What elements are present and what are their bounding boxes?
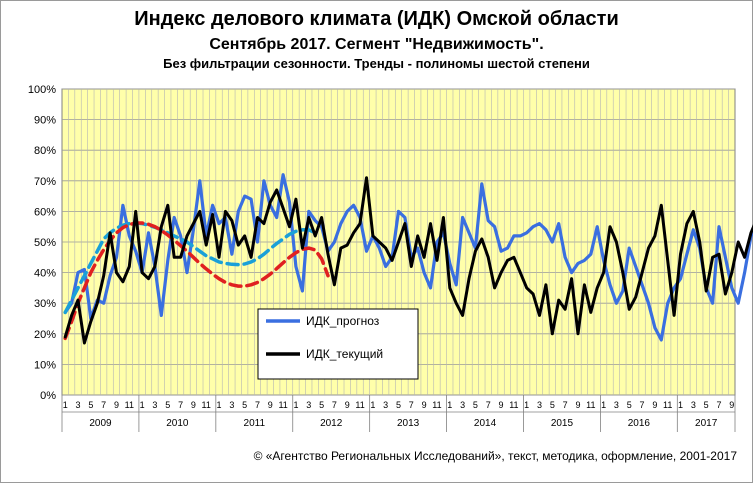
x-month-label: 1 <box>447 400 452 410</box>
x-month-label: 1 <box>140 400 145 410</box>
x-month-label: 11 <box>125 400 134 410</box>
x-month-label: 3 <box>152 400 157 410</box>
x-month-label: 5 <box>165 400 170 410</box>
x-month-label: 3 <box>460 400 465 410</box>
x-month-label: 11 <box>432 400 441 410</box>
legend-label-forecast: ИДК_прогноз <box>306 314 380 328</box>
x-month-label: 9 <box>575 400 580 410</box>
x-month-label: 1 <box>293 400 298 410</box>
x-month-label: 5 <box>627 400 632 410</box>
x-month-label: 1 <box>524 400 529 410</box>
x-month-label: 7 <box>332 400 337 410</box>
x-month-label: 1 <box>678 400 683 410</box>
x-year-label: 2016 <box>628 418 651 429</box>
series-current-line <box>63 176 753 345</box>
x-month-label: 7 <box>716 400 721 410</box>
x-month-label: 9 <box>499 400 504 410</box>
series-forecast-line <box>63 173 753 342</box>
x-month-label: 1 <box>601 400 606 410</box>
y-tick-label: 30% <box>34 298 56 310</box>
trend-forecast-line <box>63 221 317 315</box>
x-month-label: 5 <box>396 400 401 410</box>
x-month-label: 9 <box>729 400 734 410</box>
x-month-label: 5 <box>704 400 709 410</box>
x-month-label: 5 <box>88 400 93 410</box>
x-year-label: 2015 <box>551 418 574 429</box>
x-year-label: 2009 <box>89 418 112 429</box>
y-tick-label: 90% <box>34 115 56 127</box>
x-year-label: 2013 <box>397 418 420 429</box>
y-tick-label: 80% <box>34 145 56 157</box>
x-month-label: 1 <box>370 400 375 410</box>
y-tick-label: 70% <box>34 176 56 188</box>
x-month-label: 7 <box>178 400 183 410</box>
legend: ИДК_прогноз ИДК_текущий <box>257 308 419 380</box>
x-month-label: 3 <box>537 400 542 410</box>
x-month-label: 9 <box>422 400 427 410</box>
legend-label-current: ИДК_текущий <box>306 347 383 361</box>
x-month-label: 9 <box>268 400 273 410</box>
x-month-label: 9 <box>652 400 657 410</box>
series-lines <box>63 173 753 345</box>
y-tick-label: 0% <box>40 390 56 402</box>
x-month-label: 7 <box>409 400 414 410</box>
x-month-label: 11 <box>355 400 364 410</box>
x-month-label: 3 <box>76 400 81 410</box>
x-year-label: 2012 <box>320 418 343 429</box>
chart-note: Без фильтрации сезонности. Тренды - поли… <box>163 56 590 71</box>
chart-subtitle: Сентябрь 2017. Сегмент "Недвижимость". <box>209 36 544 53</box>
x-month-label: 5 <box>550 400 555 410</box>
x-year-label: 2011 <box>244 418 266 429</box>
x-month-label: 11 <box>278 400 287 410</box>
x-month-label: 7 <box>563 400 568 410</box>
x-month-label: 3 <box>229 400 234 410</box>
x-month-label: 7 <box>101 400 106 410</box>
y-tick-label: 10% <box>34 359 56 371</box>
x-month-label: 3 <box>306 400 311 410</box>
x-year-label: 2010 <box>166 418 189 429</box>
x-month-label: 11 <box>586 400 595 410</box>
x-month-label: 5 <box>319 400 324 410</box>
copyright-text: © «Агентство Региональных Исследований»,… <box>253 449 737 463</box>
x-month-label: 9 <box>191 400 196 410</box>
chart-title: Индекс делового климата (ИДК) Омской обл… <box>134 8 619 30</box>
x-month-label: 11 <box>509 400 518 410</box>
y-tick-label: 20% <box>34 329 56 341</box>
x-month-label: 7 <box>486 400 491 410</box>
y-tick-label: 100% <box>28 84 56 96</box>
x-month-label: 3 <box>614 400 619 410</box>
x-month-label: 5 <box>473 400 478 410</box>
x-month-label: 1 <box>217 400 222 410</box>
x-month-label: 3 <box>691 400 696 410</box>
y-tick-label: 50% <box>34 237 56 249</box>
y-axis: 0% 10% 20% 30% 40% 50% 60% 70% 80% 90% 100% <box>28 84 56 402</box>
x-month-label: 7 <box>640 400 645 410</box>
x-month-label: 3 <box>383 400 388 410</box>
x-year-label: 2014 <box>474 418 497 429</box>
x-month-label: 1 <box>63 400 68 410</box>
y-tick-label: 60% <box>34 206 56 218</box>
x-month-label: 9 <box>345 400 350 410</box>
y-tick-label: 40% <box>34 268 56 280</box>
x-month-label: 11 <box>202 400 211 410</box>
x-month-label: 9 <box>114 400 119 410</box>
x-year-label: 2017 <box>695 418 718 429</box>
x-month-label: 11 <box>663 400 672 410</box>
x-month-label: 5 <box>242 400 247 410</box>
x-month-label: 7 <box>255 400 260 410</box>
